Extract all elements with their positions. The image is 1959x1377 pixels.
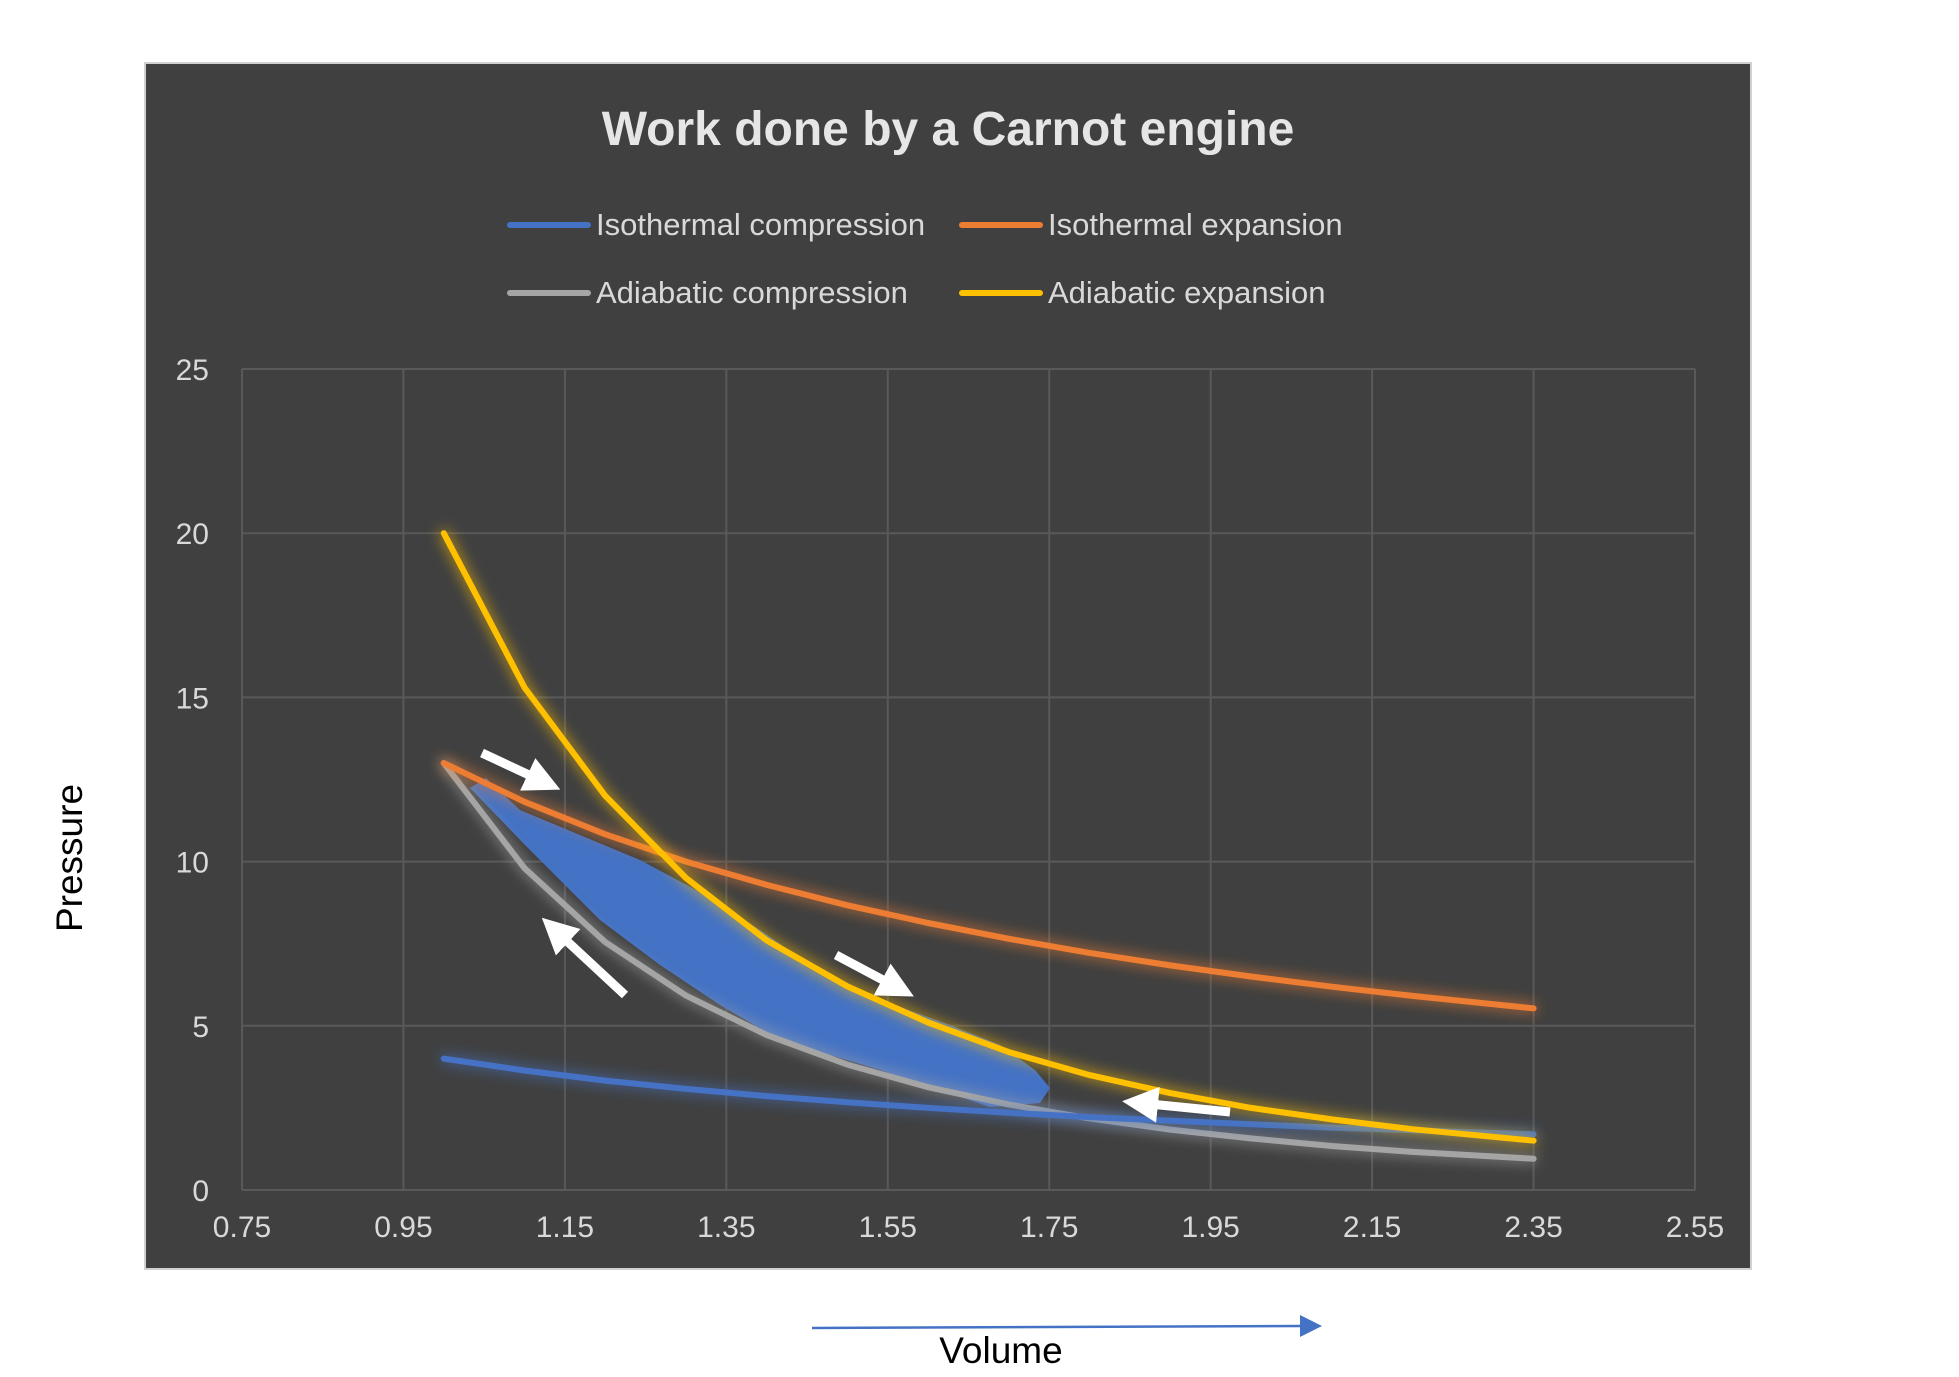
x-tick-label: 1.95 (1181, 1211, 1239, 1244)
arrow-compression-adiabatic (541, 917, 629, 999)
x-axis-label: Volume (939, 1330, 1062, 1371)
y-tick-label: 10 (176, 847, 209, 880)
series-layer (440, 530, 1537, 1162)
chart-title: Work done by a Carnot engine (602, 103, 1295, 156)
y-tick-label: 15 (176, 682, 209, 715)
legend-item-isothermal-compression: Isothermal compression (507, 207, 925, 242)
series-line-isothermal-compression (440, 1055, 1537, 1138)
y-tick-label: 25 (176, 354, 209, 387)
legend-label: Adiabatic compression (596, 275, 908, 310)
legend-item-adiabatic-compression: Adiabatic compression (507, 275, 908, 310)
legend: Isothermal compression Isothermal expans… (507, 207, 1343, 310)
x-tick-label: 0.75 (213, 1211, 271, 1244)
cycle-arrows (480, 748, 1231, 1123)
y-tick-label: 0 (192, 1175, 209, 1208)
x-tick-label: 1.15 (536, 1211, 594, 1244)
y-tick-label: 20 (176, 518, 209, 551)
y-axis-label: Pressure (49, 784, 90, 932)
volume-arrow-head (1300, 1315, 1322, 1337)
x-tick-label: 2.35 (1504, 1211, 1562, 1244)
x-tick-label: 2.55 (1666, 1211, 1724, 1244)
work-region (470, 778, 1050, 1107)
arrow-expansion-isothermal (480, 748, 561, 791)
arrow-compression-isothermal (1122, 1086, 1231, 1123)
volume-arrow-shaft (811, 1324, 1301, 1330)
gridlines (241, 368, 1696, 1191)
x-tick-label: 1.75 (1020, 1211, 1078, 1244)
x-axis-ticks: 0.75 0.95 1.15 1.35 1.55 1.75 1.95 2.15 2.35 2.55 (213, 1211, 1724, 1244)
x-tick-label: 2.15 (1343, 1211, 1401, 1244)
series-line-adiabatic-expansion (440, 530, 1537, 1144)
legend-label: Isothermal compression (596, 207, 925, 242)
y-tick-label: 5 (192, 1011, 209, 1044)
x-tick-label: 1.35 (697, 1211, 755, 1244)
x-tick-label: 0.95 (374, 1211, 432, 1244)
volume-direction-arrow (811, 1315, 1322, 1337)
legend-label: Isothermal expansion (1048, 207, 1343, 242)
legend-item-adiabatic-expansion: Adiabatic expansion (959, 275, 1325, 310)
x-tick-label: 1.55 (859, 1211, 917, 1244)
legend-label: Adiabatic expansion (1048, 275, 1325, 310)
y-axis-ticks: 0 5 10 15 20 25 (176, 354, 209, 1208)
legend-item-isothermal-expansion: Isothermal expansion (959, 207, 1343, 242)
series-line-isothermal-expansion (440, 760, 1537, 1012)
series-line-adiabatic-compression (440, 760, 1537, 1162)
arrow-expansion-adiabatic (833, 951, 914, 997)
